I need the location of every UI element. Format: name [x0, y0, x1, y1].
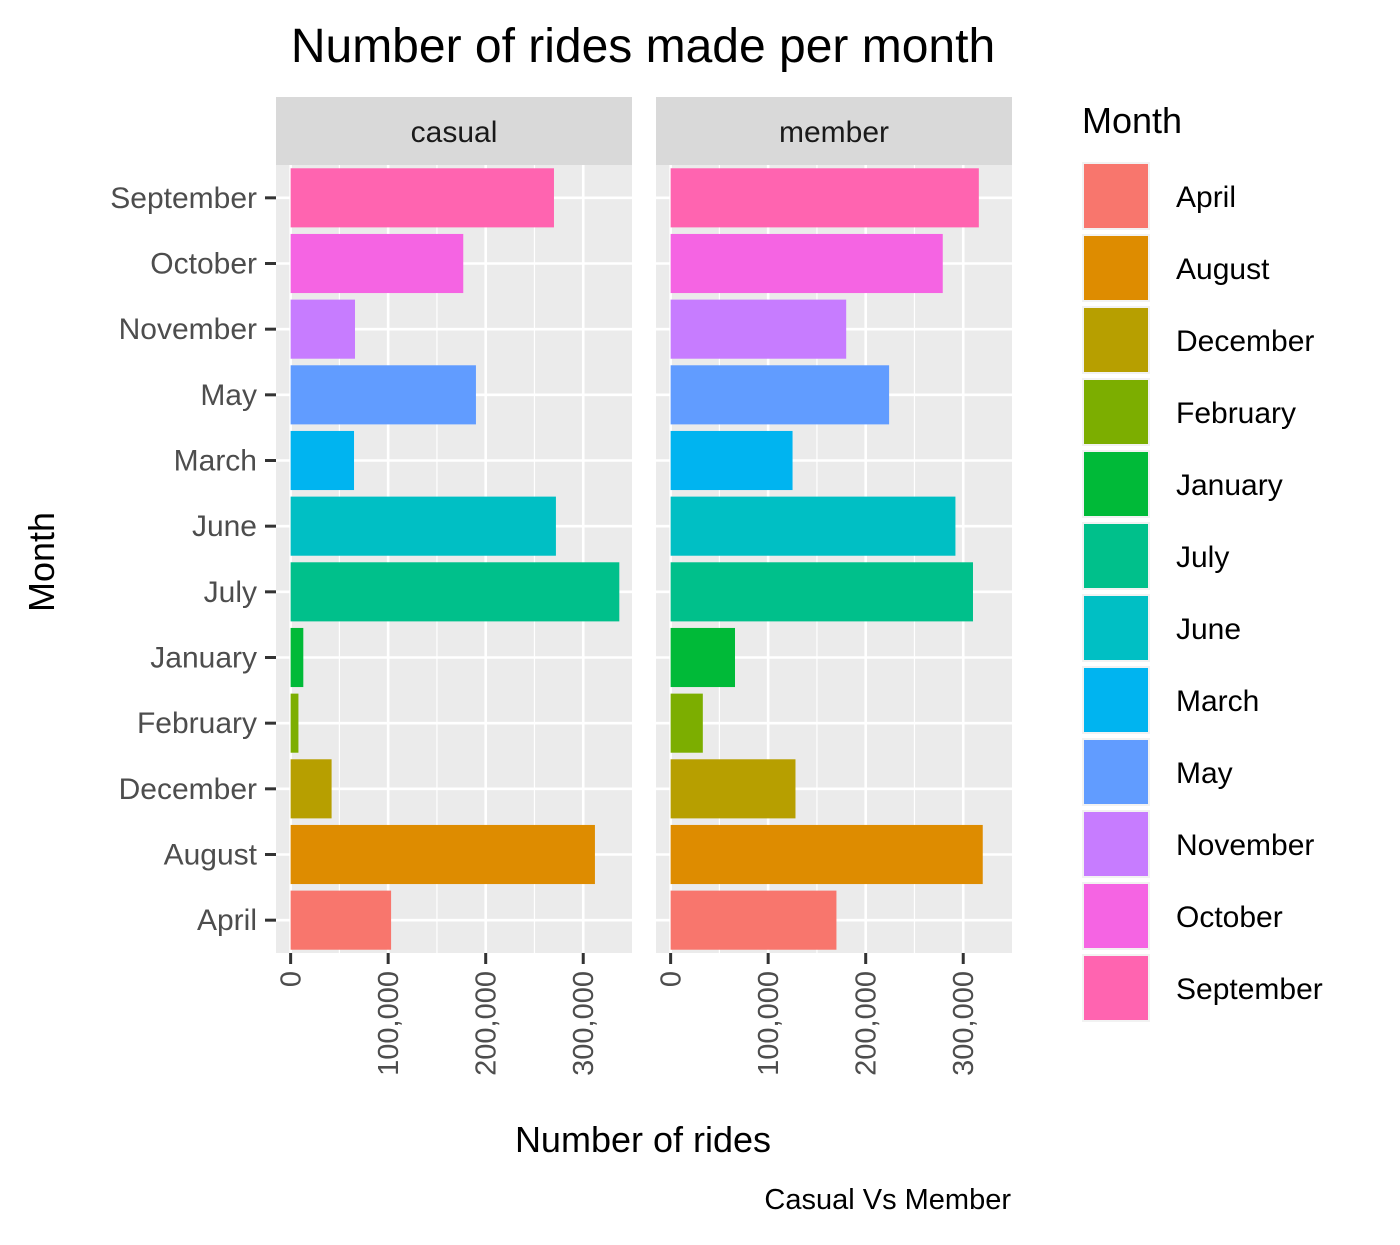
legend-key-december — [1084, 308, 1148, 372]
bar-member-march — [670, 430, 793, 491]
legend-key-february — [1084, 380, 1148, 444]
bar-member-november — [670, 299, 847, 359]
legend-label-august: August — [1176, 253, 1270, 286]
x-axis-title: Number of rides — [515, 1119, 771, 1160]
legend-label-october: October — [1176, 901, 1283, 934]
bar-member-august — [670, 824, 983, 885]
bar-casual-december — [290, 759, 332, 819]
legend-key-april — [1084, 164, 1148, 228]
chart-title: Number of rides made per month — [291, 20, 995, 73]
y-tick-label-september: September — [110, 182, 257, 215]
bar-member-april — [670, 890, 837, 950]
bar-casual-november — [290, 299, 356, 359]
legend-label-july: July — [1176, 541, 1229, 574]
legend-label-february: February — [1176, 397, 1296, 430]
bar-casual-october — [290, 233, 464, 294]
bar-member-january — [670, 627, 736, 688]
legend-label-april: April — [1176, 181, 1236, 214]
bar-member-may — [670, 365, 890, 425]
legend-label-september: September — [1176, 973, 1323, 1006]
y-tick-label-june: June — [192, 510, 257, 543]
y-axis-title: Month — [21, 512, 62, 612]
bar-casual-february — [290, 693, 299, 753]
bar-casual-july — [290, 562, 620, 622]
x-tick-label: 300,000 — [948, 971, 980, 1076]
legend-label-december: December — [1176, 325, 1314, 358]
x-tick-label: 300,000 — [568, 971, 600, 1076]
bar-member-october — [670, 233, 943, 294]
x-tick-label: 200,000 — [471, 971, 503, 1076]
legend-key-june — [1084, 596, 1148, 660]
bar-casual-september — [290, 168, 554, 228]
y-tick-label-january: January — [150, 642, 257, 675]
y-tick-label-february: February — [137, 707, 257, 740]
legend-label-march: March — [1176, 685, 1259, 718]
bar-casual-august — [290, 824, 595, 885]
x-tick-label: 100,000 — [373, 971, 405, 1076]
panel-background-member — [656, 165, 1012, 953]
bar-member-september — [670, 168, 979, 228]
legend-label-may: May — [1176, 757, 1233, 790]
bar-casual-may — [290, 365, 476, 425]
bar-member-june — [670, 496, 956, 556]
chart-caption: Casual Vs Member — [764, 1184, 1011, 1216]
x-tick-label: 0 — [656, 971, 688, 987]
plot-layer: casual 0 100,000 200,000 300,000 April August D… — [110, 97, 1012, 1076]
legend-key-january — [1084, 452, 1148, 516]
y-tick-label-march: March — [174, 445, 257, 478]
y-tick-label-december: December — [119, 773, 257, 806]
y-tick-label-october: October — [150, 248, 257, 281]
y-tick-label-april: April — [197, 904, 257, 937]
bar-casual-january — [290, 627, 304, 688]
bar-casual-march — [290, 430, 355, 491]
bar-member-december — [670, 759, 796, 819]
panel-background-casual — [276, 165, 632, 953]
legend-key-september — [1084, 956, 1148, 1020]
facet-strip-member — [656, 97, 1012, 165]
legend-label-june: June — [1176, 613, 1241, 646]
y-tick-label-november: November — [119, 313, 257, 346]
bar-member-july — [670, 562, 973, 622]
legend-key-july — [1084, 524, 1148, 588]
y-tick-label-july: July — [204, 576, 257, 609]
facet-strip-casual — [276, 97, 632, 165]
x-tick-label: 200,000 — [851, 971, 883, 1076]
bar-casual-april — [290, 890, 392, 950]
facet-label-member: member — [779, 116, 889, 149]
bar-casual-june — [290, 496, 556, 556]
legend-label-november: November — [1176, 829, 1314, 862]
y-tick-label-august: August — [164, 839, 258, 872]
legend-key-october — [1084, 884, 1148, 948]
legend-key-may — [1084, 740, 1148, 804]
legend-label-january: January — [1176, 469, 1283, 502]
x-tick-label: 0 — [276, 971, 308, 987]
legend-title: Month — [1082, 100, 1182, 141]
legend-key-november — [1084, 812, 1148, 876]
x-tick-label: 100,000 — [753, 971, 785, 1076]
bar-member-february — [670, 693, 703, 753]
legend-key-august — [1084, 236, 1148, 300]
y-tick-label-may: May — [200, 379, 257, 412]
legend: April August December February January July Ju… — [1082, 162, 1323, 1022]
facet-label-casual: casual — [411, 116, 498, 149]
legend-key-march — [1084, 668, 1148, 732]
